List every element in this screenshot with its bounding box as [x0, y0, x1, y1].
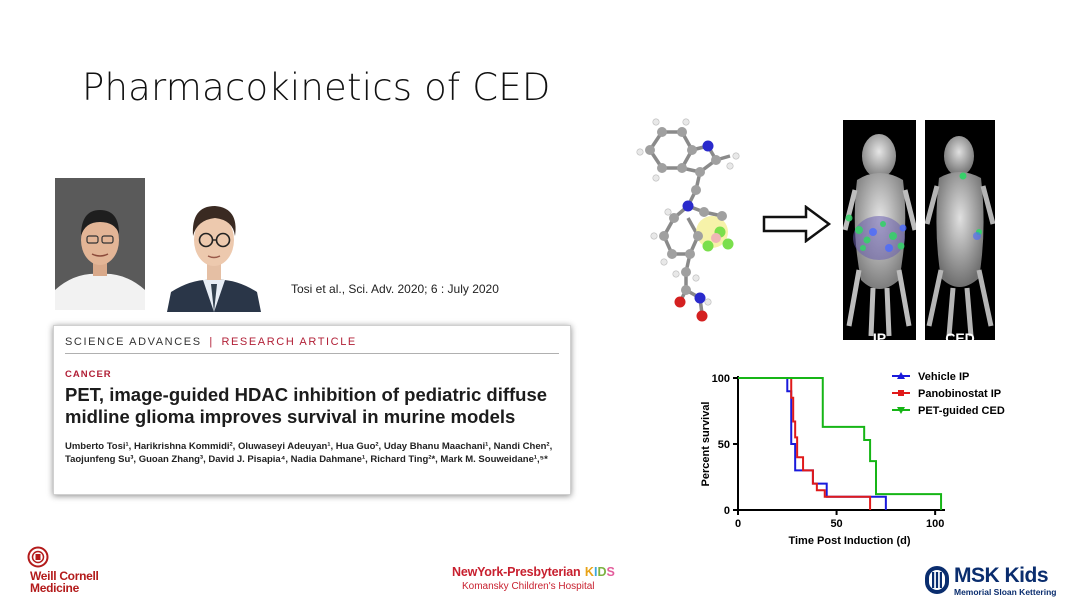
paper-authors: Umberto Tosi¹, Harikrishna Kommidi², Olu…	[65, 441, 553, 465]
paper-card: SCIENCE ADVANCES | RESEARCH ARTICLE CANC…	[53, 325, 571, 495]
nyp-logo: NewYork-Presbyterian KIDS Komansky Child…	[452, 563, 642, 595]
legend-label-0: Vehicle IP	[918, 371, 969, 383]
paper-section: CANCER	[65, 369, 112, 380]
article-type: RESEARCH ARTICLE	[221, 336, 357, 348]
series-line-1	[738, 377, 872, 510]
slide-title: Pharmacokinetics of CED	[82, 66, 551, 109]
msk-kids-logo: MSK Kids Memorial Sloan Kettering	[924, 563, 1064, 599]
legend-label-1: Panobinostat IP	[918, 388, 1001, 400]
paper-header: SCIENCE ADVANCES | RESEARCH ARTICLE	[65, 336, 357, 348]
legend-label-2: PET-guided CED	[918, 405, 1005, 417]
nyp-kids: KIDS	[584, 565, 615, 579]
panel-label-ip: IP	[872, 330, 887, 340]
y-axis-label: Percent survival	[700, 402, 712, 487]
author-photo-left	[55, 178, 145, 310]
panel-label-ced: CED	[945, 330, 975, 340]
wcm-line-2: Medicine	[30, 581, 79, 595]
nyp-name: NewYork-Presbyterian	[452, 565, 581, 579]
legend-marker-1	[898, 390, 904, 396]
x-axis-label: Time Post Induction (d)	[788, 535, 910, 547]
header-divider	[65, 353, 559, 354]
pet-image-ced: CED	[925, 120, 995, 340]
arrow-right-icon	[762, 205, 832, 243]
molecule-structure-icon	[636, 118, 740, 322]
x-tick-label-50: 50	[830, 518, 842, 530]
weill-cornell-logo: Weill Cornell Medicine	[27, 546, 117, 598]
nyp-subtitle: Komansky Children's Hospital	[462, 581, 595, 592]
survival-chart: 0 50 100 0 50 100 Time Post Induction (d) Perce…	[700, 371, 1005, 547]
journal-name: SCIENCE ADVANCES	[65, 336, 202, 348]
citation-text: Tosi et al., Sci. Adv. 2020; 6 : July 20…	[291, 282, 499, 296]
author-photo-right	[163, 180, 265, 312]
y-tick-label-50: 50	[718, 439, 730, 451]
legend-marker-0	[897, 372, 905, 379]
msk-name: MSK Kids	[954, 564, 1049, 587]
paper-title: PET, image-guided HDAC inhibition of ped…	[65, 384, 548, 427]
x-tick-label-0: 0	[735, 518, 741, 530]
series-line-0	[738, 377, 887, 510]
msk-subtitle: Memorial Sloan Kettering	[954, 587, 1057, 597]
x-tick-label-100: 100	[926, 518, 944, 530]
cornell-seal-icon	[27, 546, 49, 568]
y-tick-label-100: 100	[712, 373, 730, 385]
pet-image-ip: IP	[843, 120, 916, 340]
series-line-2	[738, 377, 943, 510]
wcm-line-1: Weill Cornell	[30, 569, 99, 583]
legend-marker-2	[897, 407, 905, 414]
header-separator: |	[209, 336, 214, 348]
y-tick-label-0: 0	[724, 505, 730, 517]
msk-shield-icon	[925, 566, 949, 594]
